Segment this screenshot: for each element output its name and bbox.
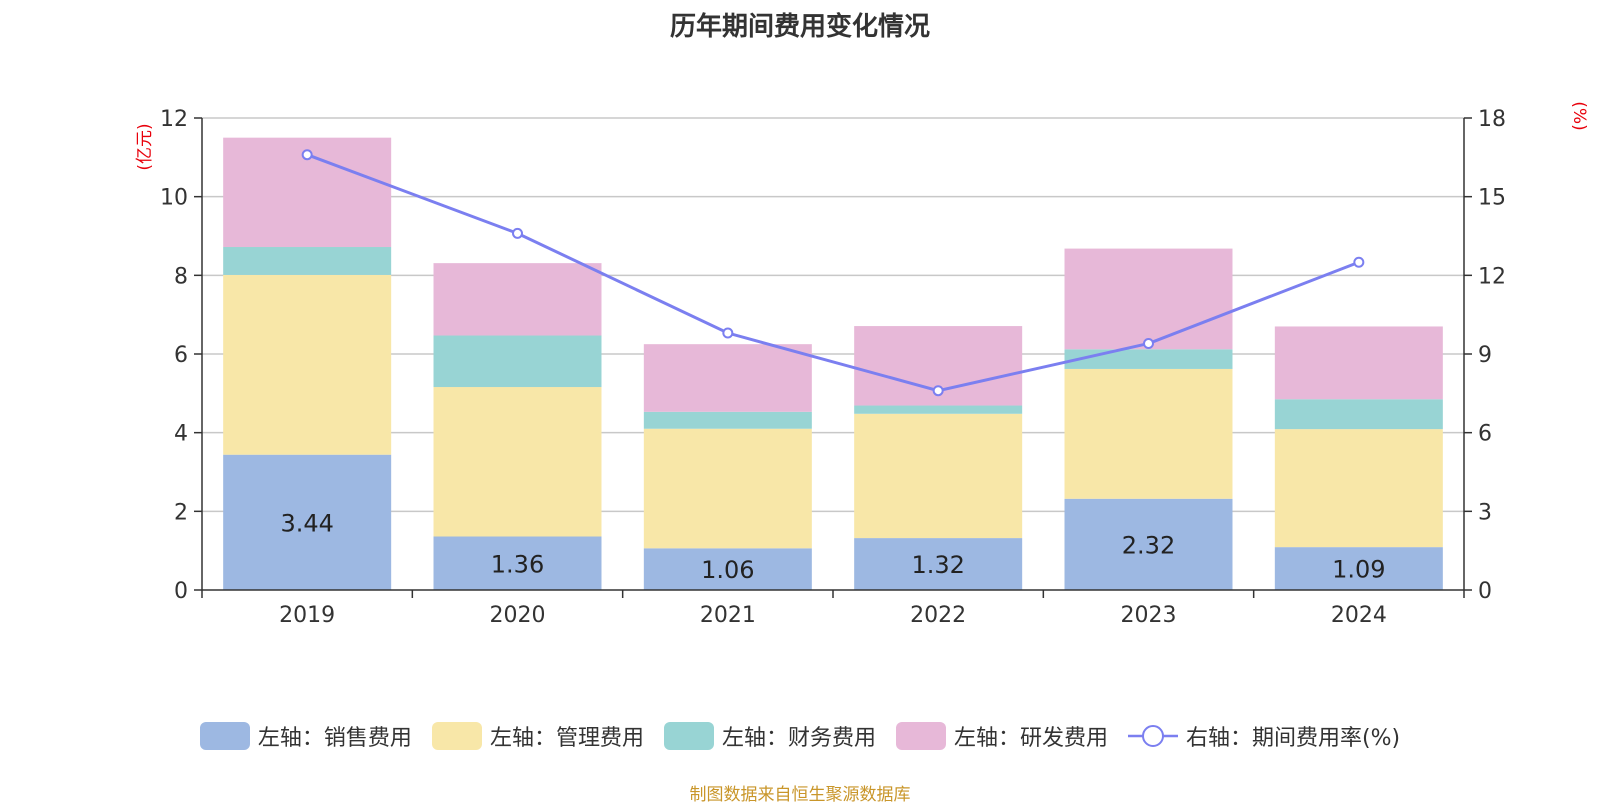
- right-tick-label: 0: [1478, 579, 1492, 604]
- bar-data-label: 1.32: [911, 551, 964, 579]
- legend-line-marker-icon: [1127, 725, 1178, 747]
- bar-segment-s0: [643, 548, 812, 590]
- left-tick-label: 4: [174, 422, 188, 447]
- x-tick-label: 2021: [700, 603, 756, 628]
- source-note: 制图数据来自恒生聚源数据库: [689, 785, 911, 805]
- right-tick-label: 3: [1478, 500, 1492, 525]
- chart-title: 历年期间费用变化情况: [669, 12, 930, 42]
- bar-segment-s1: [433, 387, 602, 537]
- bar-segment-s0: [433, 536, 602, 590]
- bar-segment-s3: [1274, 326, 1443, 400]
- expense-rate-point: [1143, 338, 1154, 350]
- bar-segment-s2: [1274, 399, 1443, 430]
- legend-item-rnd[interactable]: 左轴：研发费用: [895, 720, 1108, 752]
- right-axis-unit-label: (%): [1569, 101, 1589, 130]
- left-tick-label: 2: [174, 500, 188, 525]
- expense-rate-point: [722, 327, 734, 339]
- expense-rate-point: [932, 385, 944, 397]
- legend-label-sales: 左轴：销售费用: [257, 726, 412, 751]
- bar-segment-s1: [643, 428, 812, 549]
- legend-swatch-finance: [663, 722, 714, 750]
- left-axis-unit-label: (亿元): [135, 123, 155, 170]
- bar-segment-s2: [854, 405, 1023, 414]
- x-tick-label: 2023: [1121, 603, 1177, 628]
- legend-label-finance: 左轴：财务费用: [721, 726, 876, 751]
- expense-rate-line: [306, 153, 1360, 393]
- bar-segment-s2: [1064, 349, 1233, 369]
- bar-segment-s1: [223, 274, 392, 455]
- bar-data-label: 1.36: [491, 550, 544, 578]
- legend-swatch-rnd: [895, 722, 946, 750]
- legend-swatch-sales: [199, 722, 250, 750]
- legend-swatch-admin: [431, 722, 482, 750]
- legend-item-finance[interactable]: 左轴：财务费用: [663, 720, 876, 752]
- bar-data-label: 2.32: [1122, 531, 1175, 559]
- bar-segment-s3: [643, 344, 812, 412]
- legend-label-rnd: 左轴：研发费用: [953, 726, 1108, 751]
- x-tick-label: 2022: [910, 603, 966, 628]
- legend: 左轴：销售费用 左轴：管理费用 左轴：财务费用 左轴：研发费用 右轴：期间费用率…: [0, 718, 1600, 754]
- bar-data-label: 1.09: [1332, 556, 1385, 584]
- legend-label-expense-rate: 右轴：期间费用率(%): [1185, 726, 1401, 751]
- x-tick-label: 2020: [490, 603, 546, 628]
- chart-canvas: 0 2 4 6 8 10 12 0 3 6 9 12 15 18 (亿元) (%) 3.44 1.36 1.06 1.…: [135, 101, 1589, 628]
- bar-segment-s0: [854, 538, 1023, 590]
- left-tick-label: 6: [174, 343, 188, 368]
- expense-rate-point: [1353, 256, 1365, 268]
- bar-segment-s2: [433, 335, 602, 388]
- expense-rate-point: [301, 149, 313, 161]
- bar-data-label: 3.44: [280, 509, 333, 537]
- left-tick-label: 8: [174, 264, 188, 289]
- x-tick-label: 2019: [279, 603, 335, 628]
- expense-rate-point: [512, 227, 523, 239]
- bar-segment-s1: [1274, 429, 1443, 548]
- bar-segment-s3: [1064, 248, 1233, 350]
- left-tick-label: 10: [160, 186, 188, 211]
- x-tick-label: 2024: [1331, 603, 1387, 628]
- bar-segment-s0: [1274, 547, 1443, 590]
- bar-segment-s3: [433, 263, 602, 336]
- legend-item-sales[interactable]: 左轴：销售费用: [199, 720, 412, 752]
- legend-item-expense-rate[interactable]: 右轴：期间费用率(%): [1127, 720, 1401, 752]
- bar-segment-s2: [223, 247, 392, 275]
- legend-label-admin: 左轴：管理费用: [489, 726, 644, 751]
- bar-segment-s1: [854, 413, 1023, 539]
- right-tick-label: 6: [1478, 422, 1492, 447]
- bar-segment-s1: [1064, 368, 1233, 499]
- right-tick-label: 9: [1478, 343, 1492, 368]
- legend-item-admin[interactable]: 左轴：管理费用: [431, 720, 644, 752]
- right-tick-label: 12: [1478, 264, 1506, 289]
- bar-segment-s0: [223, 454, 392, 590]
- left-tick-label: 12: [160, 107, 188, 132]
- bar-segment-s2: [643, 411, 812, 429]
- bar-data-label: 1.06: [701, 556, 754, 584]
- bar-segment-s0: [1064, 498, 1233, 590]
- right-tick-label: 18: [1478, 107, 1506, 132]
- left-tick-label: 0: [174, 579, 188, 604]
- right-tick-label: 15: [1478, 186, 1506, 211]
